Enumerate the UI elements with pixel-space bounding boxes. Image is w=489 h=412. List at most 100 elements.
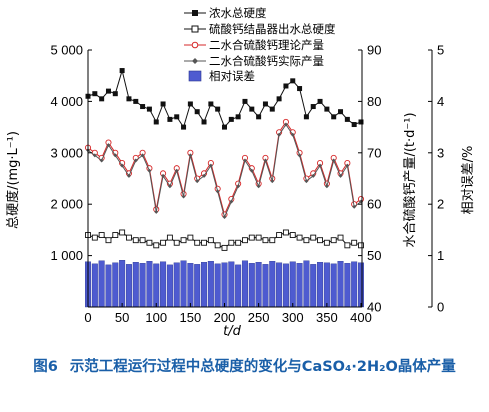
- data-point: [270, 179, 275, 184]
- y-right1-tick-label: 80: [367, 94, 381, 109]
- data-point: [351, 239, 358, 246]
- data-point: [181, 194, 186, 199]
- data-point: [106, 143, 111, 148]
- x-tick-label: 300: [282, 310, 304, 325]
- data-point: [256, 184, 261, 189]
- data-point: [269, 106, 275, 112]
- data-point: [297, 86, 303, 92]
- figure-caption: 图6 示范工程运行过程中总硬度的变化与CaSO₄·2H₂O晶体产量: [0, 352, 489, 382]
- legend-label: 相对误差: [209, 69, 255, 83]
- data-point: [310, 104, 316, 110]
- y-right2-axis-label: 相对误差/%: [461, 146, 476, 215]
- data-point: [105, 237, 112, 244]
- legend-item-crystallizer-hardness: 硫酸钙结晶器出水总硬度: [184, 22, 336, 36]
- data-point: [296, 234, 303, 241]
- relative-error-bar: [105, 264, 112, 308]
- data-point: [358, 242, 364, 249]
- data-point: [263, 158, 268, 163]
- x-tick-label: 350: [316, 310, 338, 325]
- y-left-tick-label: 2 000: [50, 197, 83, 212]
- data-point: [242, 237, 248, 244]
- y-left-tick-label: 4 000: [50, 94, 83, 109]
- relative-error-bar: [201, 262, 208, 308]
- data-point: [92, 91, 98, 97]
- legend-label: 浓水总硬度: [209, 6, 267, 20]
- figure-caption-text: 示范工程运行过程中总硬度的变化与CaSO₄·2H₂O晶体产量: [69, 359, 456, 375]
- data-point: [249, 106, 255, 112]
- y-right1-axis-label: 水合硫酸钙产量/(t·d⁻¹): [403, 112, 418, 247]
- data-point: [311, 173, 316, 178]
- relative-error-bar: [269, 261, 276, 308]
- data-point: [282, 229, 289, 236]
- relative-error-bar: [194, 264, 201, 308]
- relative-error-bar: [160, 261, 167, 308]
- x-tick-label: 400: [350, 310, 372, 325]
- data-point: [133, 98, 139, 104]
- data-point: [187, 234, 194, 241]
- data-point: [119, 68, 125, 74]
- data-point: [119, 229, 126, 236]
- data-point: [154, 209, 159, 214]
- data-point: [345, 163, 350, 168]
- data-point: [113, 153, 118, 158]
- relative-error-bar: [180, 260, 187, 308]
- data-point: [126, 173, 131, 178]
- data-point: [221, 244, 228, 251]
- data-point: [153, 119, 159, 125]
- relative-error-bar: [330, 263, 337, 308]
- data-point: [173, 239, 180, 246]
- y-left-tick-label: 3 000: [50, 145, 83, 160]
- legend-item-theoretical-yield: 二水合硫酸钙理论产量: [184, 38, 324, 52]
- data-point: [323, 239, 330, 246]
- data-point: [105, 88, 111, 94]
- relative-error-bar: [119, 260, 126, 308]
- data-point: [235, 239, 242, 246]
- data-point: [235, 114, 241, 120]
- data-point: [194, 109, 200, 115]
- relative-error-bar: [344, 263, 351, 308]
- data-point: [146, 106, 152, 112]
- data-point: [289, 232, 296, 238]
- data-point: [256, 114, 262, 120]
- data-point: [351, 122, 357, 128]
- data-point: [215, 106, 221, 112]
- relative-error-bar: [323, 262, 330, 308]
- relative-error-bar: [112, 262, 119, 308]
- data-point: [303, 237, 310, 244]
- data-point: [304, 179, 309, 184]
- y-left-tick-label: 5 000: [50, 43, 83, 58]
- data-point: [208, 163, 213, 168]
- data-point: [318, 163, 323, 168]
- data-point: [303, 114, 309, 120]
- relative-error-bar: [139, 263, 146, 308]
- data-point: [269, 237, 276, 244]
- data-point: [161, 173, 166, 178]
- relative-error-bar: [125, 264, 132, 308]
- data-point: [262, 101, 268, 107]
- data-point: [337, 234, 344, 241]
- legend-marker-diamond: [192, 58, 198, 64]
- data-point: [202, 173, 207, 178]
- x-tick-label: 150: [180, 310, 202, 325]
- data-point: [228, 116, 234, 122]
- data-point: [140, 104, 146, 110]
- data-point: [338, 173, 343, 178]
- data-point: [125, 234, 132, 241]
- data-point: [255, 234, 262, 241]
- data-point: [242, 158, 247, 163]
- x-axis-label: t/d: [223, 324, 241, 339]
- relative-error-bar: [248, 263, 255, 308]
- data-point: [228, 239, 235, 246]
- relative-error-bar: [303, 260, 310, 308]
- data-point: [98, 232, 105, 238]
- data-point: [358, 119, 364, 125]
- data-point: [242, 98, 248, 104]
- data-point: [167, 116, 173, 122]
- data-point: [207, 237, 214, 244]
- legend-marker-open-circle: [191, 41, 199, 49]
- relative-error-bar: [317, 262, 324, 308]
- y-right2-tick-label: 3: [437, 145, 444, 160]
- data-point: [236, 184, 241, 189]
- data-point: [160, 239, 167, 246]
- relative-error-bar: [221, 262, 228, 308]
